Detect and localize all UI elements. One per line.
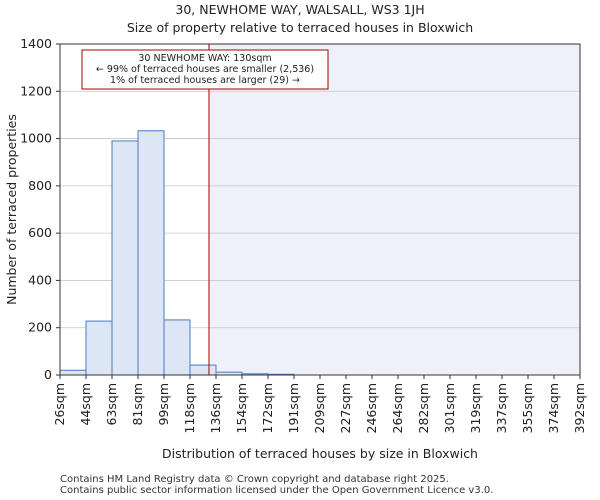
x-tick-label: 136sqm	[208, 383, 223, 433]
x-tick-label: 374sqm	[546, 383, 561, 433]
histogram-bar	[189, 364, 217, 376]
x-tick-label: 355sqm	[520, 383, 535, 433]
x-tick-label: 172sqm	[260, 383, 275, 433]
y-tick-label: 400	[28, 272, 52, 287]
x-tick-label: 227sqm	[338, 383, 353, 433]
annotation-box: 30 NEWHOME WAY: 130sqm ← 99% of terraced…	[81, 49, 329, 90]
chart-title: 30, NEWHOME WAY, WALSALL, WS3 1JH	[175, 2, 425, 17]
x-axis-label: Distribution of terraced houses by size …	[162, 446, 478, 461]
x-tick-label: 337sqm	[494, 383, 509, 433]
x-tick-label: 246sqm	[364, 383, 379, 433]
x-tick-label: 282sqm	[416, 383, 431, 433]
histogram-bar	[59, 369, 87, 376]
histogram-bar	[85, 320, 113, 376]
histogram-bar	[163, 319, 191, 376]
bars-group	[59, 130, 295, 376]
y-axis-ticks: 0 200 400 600 800 1000 1200 1400	[20, 36, 60, 382]
x-tick-label: 209sqm	[312, 383, 327, 433]
x-tick-label: 81sqm	[130, 383, 145, 426]
x-tick-label: 118sqm	[182, 383, 197, 433]
x-tick-label: 26sqm	[52, 383, 67, 426]
y-tick-label: 600	[28, 225, 52, 240]
x-tick-label: 392sqm	[572, 383, 587, 433]
annotation-title: 30 NEWHOME WAY: 130sqm	[138, 53, 271, 64]
y-tick-label: 0	[44, 367, 52, 382]
y-tick-label: 1400	[20, 36, 52, 51]
x-tick-label: 319sqm	[468, 383, 483, 433]
y-axis-label: Number of terraced properties	[4, 114, 19, 305]
histogram-bar	[137, 130, 165, 376]
footer-copyright: Contains HM Land Registry data © Crown c…	[60, 474, 449, 485]
y-tick-label: 200	[28, 320, 52, 335]
plot-shade-region	[208, 44, 581, 375]
x-tick-label: 191sqm	[286, 383, 301, 433]
footer-licence: Contains public sector information licen…	[60, 485, 494, 496]
x-axis-ticks: 26sqm 44sqm 63sqm 81sqm 99sqm 118sqm 136sqm 154…	[52, 375, 587, 433]
x-tick-label: 264sqm	[390, 383, 405, 433]
y-tick-label: 1000	[20, 131, 52, 146]
annotation-border	[81, 49, 329, 90]
annotation-smaller: ← 99% of terraced houses are smaller (2,…	[96, 64, 314, 75]
chart-subtitle: Size of property relative to terraced ho…	[126, 20, 474, 35]
x-tick-label: 99sqm	[156, 383, 171, 426]
x-tick-label: 63sqm	[104, 383, 119, 426]
x-tick-label: 154sqm	[234, 383, 249, 433]
x-tick-label: 301sqm	[442, 383, 457, 433]
y-tick-label: 1200	[20, 83, 52, 98]
annotation-larger: 1% of terraced houses are larger (29) →	[110, 75, 300, 86]
y-tick-label: 800	[28, 178, 52, 193]
x-tick-label: 44sqm	[78, 383, 93, 426]
histogram-bar	[111, 140, 139, 376]
